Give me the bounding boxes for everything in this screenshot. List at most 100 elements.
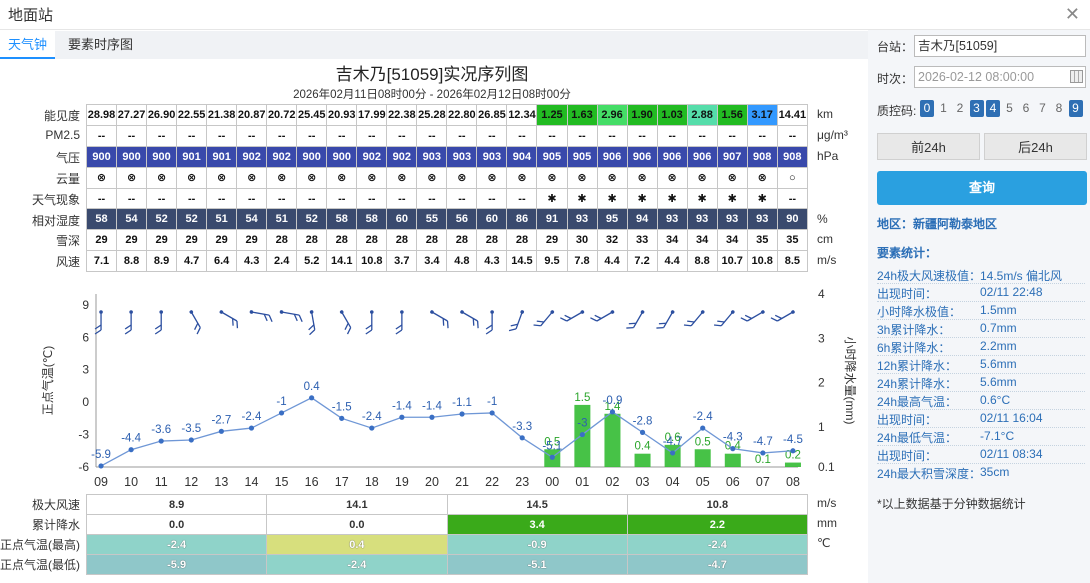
temperature-label: -1 [487,396,497,408]
stat-key: 24h最低气温： [877,431,958,445]
stat-value: 1.5mm [980,303,1017,317]
grid-cell: 26.85 [476,104,508,126]
grid-cell: -- [146,124,178,147]
qc-code-toggle[interactable]: 3 [969,100,984,117]
stat-value: 14.5m/s 偏北风 [980,269,1063,283]
right-tick-label: 1 [818,420,825,434]
summary-cell: -2.4 [85,534,268,555]
qc-code-toggle[interactable]: 5 [1006,101,1013,115]
qc-code-toggle[interactable]: 4 [986,100,1000,117]
wind-barb [430,310,449,329]
grid-cell: 906 [686,145,718,168]
grid-cell: 52 [146,208,178,231]
station-input[interactable]: 吉木乃[51059] [914,35,1086,57]
stat-line: 24h极大风速极值： 14.5m/s 偏北风 [877,267,1062,284]
stat-separator [877,373,1085,374]
wind-barb [590,310,615,322]
temperature-point [730,446,736,452]
grid-cell: 8.5 [776,250,809,273]
wind-barb [219,310,239,329]
stat-key: 24h最大积雪深度： [877,467,982,481]
stat-value: 5.6mm [980,357,1017,371]
qc-code-toggle[interactable]: 0 [920,100,934,117]
x-tick-label: 23 [515,475,529,489]
close-icon[interactable]: ✕ [1064,4,1080,24]
tab-weather-clock[interactable]: 天气钟 [0,31,56,59]
grid-cell: -- [296,187,328,210]
right-axis-label: 小时降水量(mm) [843,337,857,425]
grid-cell: ✱ [656,187,688,210]
temperature-point [399,414,405,420]
grid-cell: 4.3 [236,250,268,273]
next-24h-button[interactable]: 后24h [984,133,1087,160]
grid-cell: ⊗ [536,166,568,189]
window-title: 地面站 [8,7,54,24]
grid-cell: 35 [776,229,809,252]
grid-cell: 1.25 [536,104,568,126]
stat-separator [877,301,1085,302]
grid-cell: ⊗ [296,166,328,189]
temperature-label: -3 [577,418,587,430]
left-axis-label: 正点气温(℃) [40,346,55,415]
stat-line: 小时降水极值： 1.5mm [877,303,1017,320]
grid-cell: 93 [566,208,598,231]
grid-cell: 29 [176,229,208,252]
x-tick-label: 20 [425,475,439,489]
temperature-label: -2.7 [211,414,231,426]
stat-value: -7.1°C [980,429,1015,443]
grid-cell: 14.5 [506,250,538,273]
grid-cell: 35 [746,229,778,252]
calendar-icon[interactable] [1070,70,1083,83]
precip-label: 0.5 [544,436,560,448]
summary-label: 累计降水 [31,518,80,532]
grid-row: ⊗ ⊗ ⊗ ⊗ ⊗ ⊗ ⊗ ⊗ ⊗ ⊗ ⊗ ⊗ ⊗ ⊗ ⊗ ⊗ ⊗ ⊗ ⊗ ⊗ ⊗ ⊗ ⊗ ○ [85,166,809,189]
stat-key: 出现时间： [877,287,938,301]
grid-cell: 906 [626,145,658,168]
qc-code-toggle[interactable]: 7 [1039,101,1046,115]
stat-line: 24h最大积雪深度： 35cm [877,465,1009,482]
wind-barb [485,310,494,335]
query-button[interactable]: 查询 [877,171,1087,205]
summary-cell: -5.9 [85,554,268,575]
grid-cell: -- [776,124,809,147]
qc-code-toggle[interactable]: 8 [1055,101,1063,115]
temperature-label: -1.5 [332,401,352,413]
grid-cell: 4.4 [596,250,628,273]
summary-cell: 0.0 [266,514,448,535]
grid-cell: 1.03 [656,104,688,126]
temperature-label: -5.1 [542,440,562,452]
grid-cell: 21.38 [206,104,238,126]
grid-cell: 60 [476,208,508,231]
temperature-label: -1.4 [422,400,442,412]
chart-subtitle: 2026年02月11日08时00分 - 2026年02月12日08时00分 [293,89,571,101]
precip-label: 0.4 [635,441,652,453]
prev-24h-button[interactable]: 前24h [877,133,980,160]
grid-cell: 8.8 [116,250,148,273]
grid-cell: 34 [716,229,748,252]
summary-cell: 10.8 [626,494,809,515]
summary-row: 8.9 14.1 14.5 10.8 [85,494,809,515]
wind-barb [683,310,705,327]
summary-cell: 2.2 [626,514,809,535]
grid-cell: 3.7 [386,250,418,273]
stat-line: 24h最高气温： 0.6°C [877,393,1010,410]
qc-code-toggle[interactable]: 1 [940,101,947,115]
wind-barb [740,310,765,322]
stat-separator [877,463,1085,464]
x-tick-label: 10 [124,475,138,489]
grid-cell: -- [176,187,208,210]
qc-code-toggle[interactable]: 6 [1022,101,1030,115]
grid-cell: ⊗ [116,166,148,189]
grid-row: -- -- -- -- -- -- -- -- -- -- -- -- -- -- -- ✱ ✱ ✱ ✱ ✱ ✱ ✱ ✱ -- [85,187,809,210]
time-input[interactable]: 2026-02-12 08:00:00 [914,66,1086,88]
grid-cell: -- [236,187,268,210]
qc-code-toggle[interactable]: 2 [956,101,964,115]
temperature-label: -4.4 [121,433,141,445]
tab-element-timeseries[interactable]: 要素时序图 [68,37,134,52]
x-tick-label: 13 [214,475,228,489]
temperature-point [579,431,585,438]
temperature-point [248,425,255,431]
qc-code-toggle[interactable]: 9 [1068,100,1083,117]
row-label: PM2.5 [45,127,80,142]
